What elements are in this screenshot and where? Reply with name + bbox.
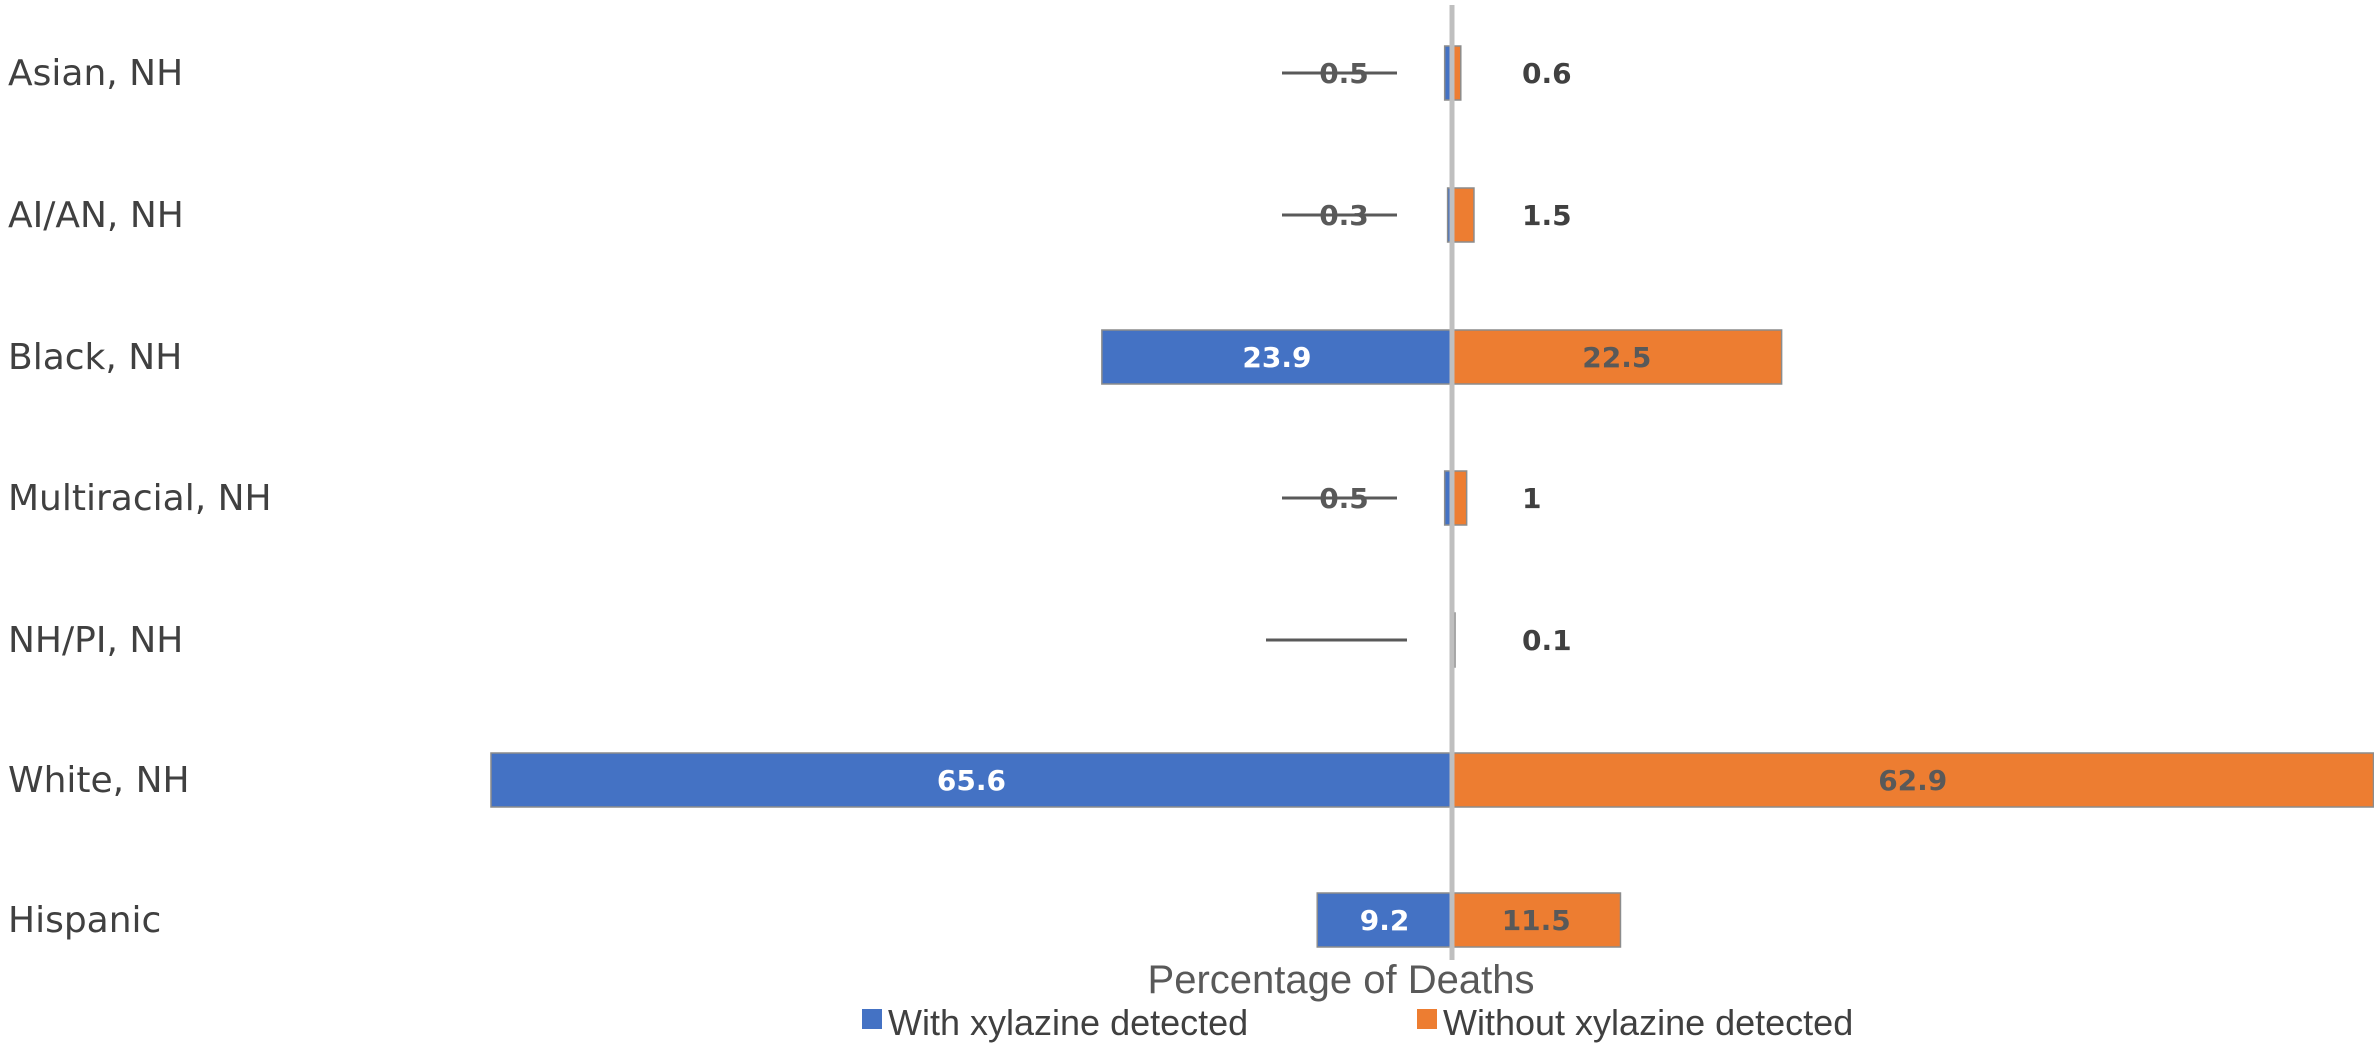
bar-without-xylazine-white-nh (1451, 752, 2374, 808)
category-label-multiracial-nh: Multiracial, NH (8, 478, 272, 519)
data-label-with-xylazine-black-nh: 23.9 (1242, 341, 1311, 374)
legend: With xylazine detected Without xylazine d… (862, 1002, 1853, 1043)
category-label-black-nh: Black, NH (8, 337, 182, 378)
data-label-without-xylazine-white-nh: 62.9 (1878, 764, 1947, 797)
bar-with-xylazine-white-nh (490, 752, 1453, 808)
data-label-with-xylazine-hispanic: 9.2 (1360, 904, 1410, 937)
data-label-without-xylazine-hispanic: 11.5 (1502, 904, 1571, 937)
data-label-without-xylazine-black-nh: 22.5 (1582, 341, 1651, 374)
category-label-nh-pi-nh: NH/PI, NH (8, 620, 183, 661)
bar-with-xylazine-black-nh (1101, 329, 1453, 385)
data-label-with-xylazine-white-nh: 65.6 (937, 764, 1006, 797)
x-axis-title: Percentage of Deaths (1148, 958, 1535, 1002)
data-label-without-xylazine-multiracial-nh: 1 (1522, 482, 1541, 515)
legend-label-without-xylazine: Without xylazine detected (1443, 1002, 1853, 1043)
data-label-without-xylazine-ai-an-nh: 1.5 (1522, 199, 1572, 232)
labels-layer: Asian, NH 0.5 0.6 AI/AN, NH 0.3 1.5 Black, NH 2… (8, 53, 1947, 941)
category-label-asian-nh: Asian, NH (8, 53, 183, 94)
category-label-hispanic: Hispanic (8, 900, 161, 941)
legend-swatch-without-xylazine (1417, 1009, 1437, 1029)
legend-swatch-with-xylazine (862, 1009, 882, 1029)
data-label-without-xylazine-nh-pi-nh: 0.1 (1522, 624, 1572, 657)
bar-without-xylazine-ai-an-nh (1451, 187, 1475, 243)
legend-label-with-xylazine: With xylazine detected (888, 1002, 1248, 1043)
bars-layer (490, 45, 2374, 948)
category-label-ai-an-nh: AI/AN, NH (8, 195, 184, 236)
bar-with-xylazine-hispanic (1316, 892, 1453, 948)
data-label-with-xylazine-ai-an-nh: 0.3 (1319, 199, 1369, 232)
data-label-with-xylazine-asian-nh: 0.5 (1319, 57, 1369, 90)
data-label-without-xylazine-asian-nh: 0.6 (1522, 57, 1572, 90)
category-label-white-nh: White, NH (8, 760, 190, 801)
data-label-with-xylazine-multiracial-nh: 0.5 (1319, 482, 1369, 515)
